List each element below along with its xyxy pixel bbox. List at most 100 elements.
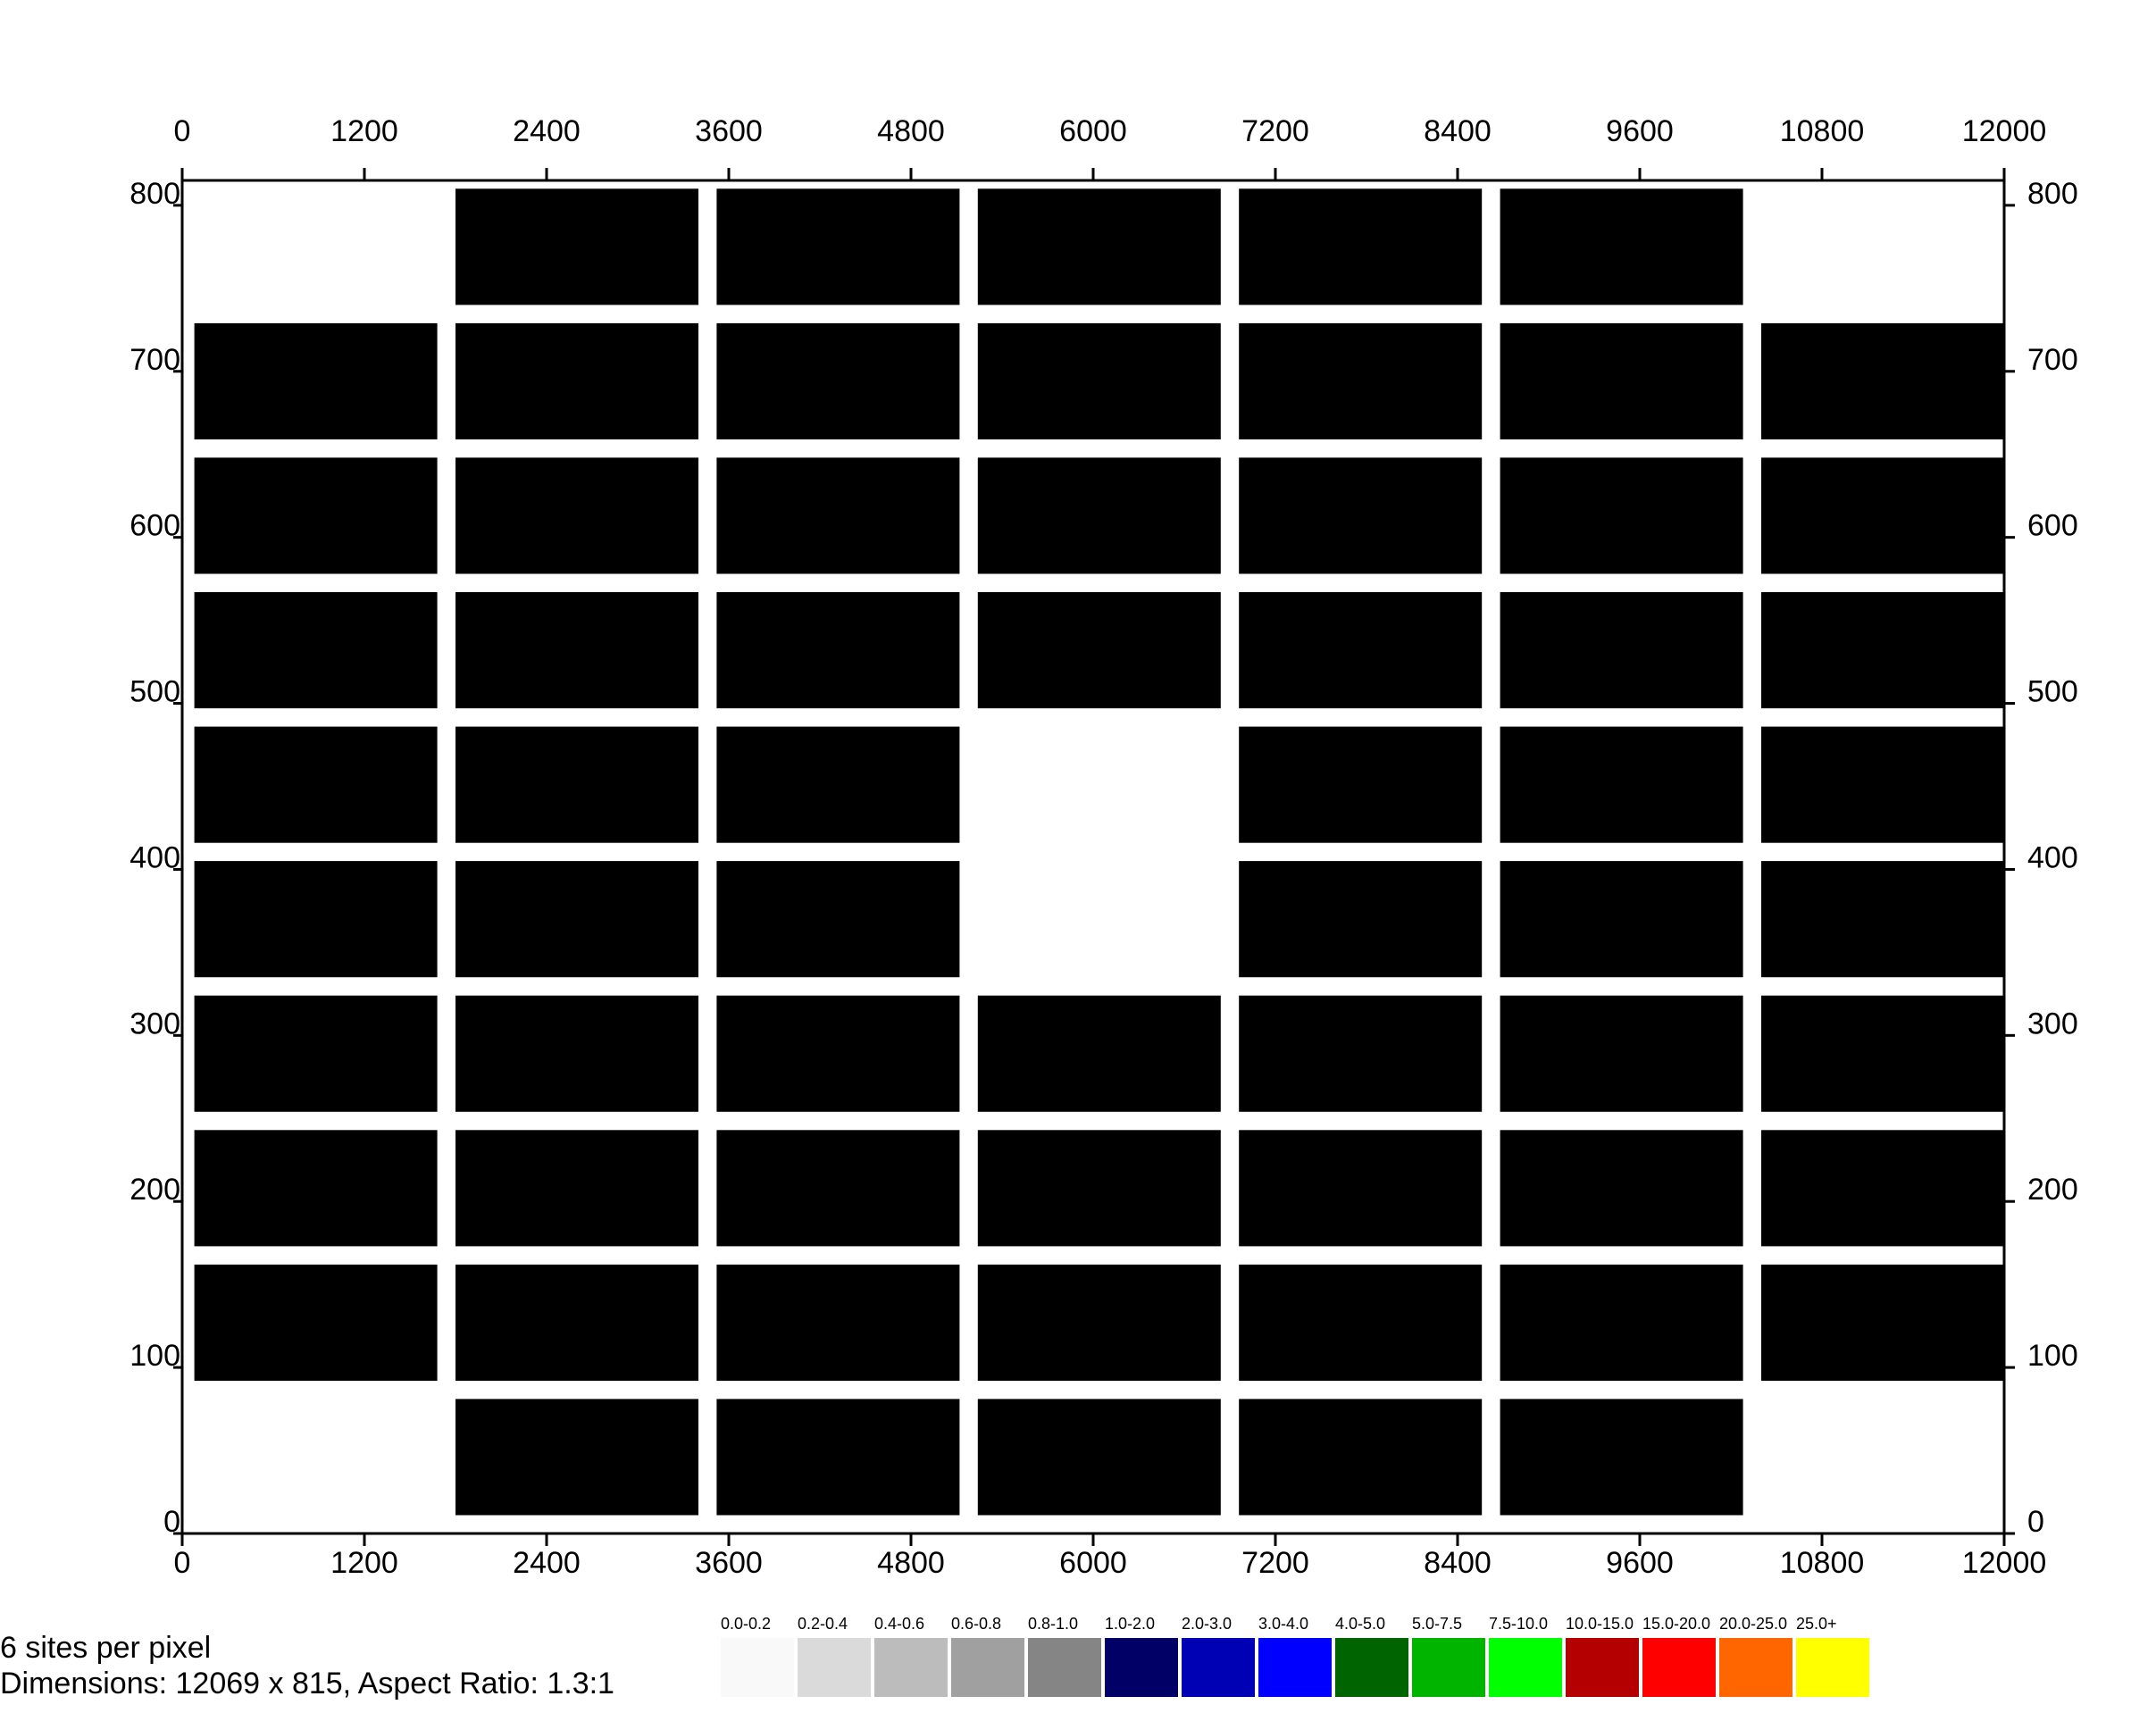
x-tick-label-top: 0: [174, 114, 191, 148]
x-tick-label-bottom: 1200: [330, 1546, 398, 1580]
y-tick-label-right: 400: [2027, 840, 2078, 874]
y-tick-label-right: 600: [2027, 509, 2078, 543]
data-block: [1761, 1264, 2004, 1381]
blocks-layer: [194, 188, 2004, 1516]
data-block: [716, 726, 960, 843]
data-block: [716, 995, 960, 1112]
data-block: [716, 861, 960, 978]
y-tick-label-right: 500: [2027, 675, 2078, 709]
legend-swatch: [1258, 1638, 1332, 1697]
x-tick-label-top: 9600: [1606, 114, 1674, 148]
data-block: [1500, 592, 1743, 709]
data-block: [1239, 995, 1483, 1112]
dimensions-text: Dimensions: 12069 x 815, Aspect Ratio: 1…: [0, 1667, 614, 1700]
y-tick-label-left: 200: [130, 1173, 180, 1207]
footer-info: 6 sites per pixel Dimensions: 12069 x 81…: [0, 1630, 614, 1701]
data-block: [1500, 1399, 1743, 1516]
data-block: [194, 1130, 438, 1247]
legend-label: 0.8-1.0: [1028, 1615, 1079, 1633]
data-block: [194, 592, 438, 709]
y-tick-label-right: 0: [2027, 1505, 2044, 1539]
data-block: [455, 188, 698, 305]
data-block: [716, 322, 960, 439]
sites-per-pixel-text: 6 sites per pixel: [0, 1631, 212, 1665]
data-block: [1761, 726, 2004, 843]
x-tick-label-top: 6000: [1059, 114, 1127, 148]
data-block: [716, 592, 960, 709]
y-tick-label-right: 700: [2027, 343, 2078, 377]
legend-swatch: [721, 1638, 794, 1697]
x-tick-label-bottom: 12000: [1962, 1546, 2047, 1580]
legend-label: 10.0-15.0: [1566, 1615, 1634, 1633]
x-tick-label-bottom: 7200: [1241, 1546, 1309, 1580]
x-tick-label-top: 7200: [1241, 114, 1309, 148]
legend-swatch: [1489, 1638, 1562, 1697]
data-block: [1761, 1130, 2004, 1247]
x-tick-label-bottom: 0: [174, 1546, 191, 1580]
legend-label: 3.0-4.0: [1258, 1615, 1309, 1633]
legend-label: 0.2-0.4: [798, 1615, 848, 1633]
legend-swatch: [1412, 1638, 1485, 1697]
data-block: [977, 1130, 1221, 1247]
data-block: [1500, 1130, 1743, 1247]
data-block: [977, 1264, 1221, 1381]
x-tick-label-bottom: 4800: [877, 1546, 945, 1580]
data-block: [1500, 995, 1743, 1112]
data-block: [455, 1264, 698, 1381]
data-block: [455, 995, 698, 1112]
legend-label: 2.0-3.0: [1182, 1615, 1233, 1633]
data-block: [1761, 457, 2004, 574]
y-tick-label-left: 500: [130, 675, 180, 709]
data-block: [455, 322, 698, 439]
y-tick-label-left: 400: [130, 840, 180, 874]
legend-swatch: [1335, 1638, 1408, 1697]
data-block: [194, 861, 438, 978]
data-block: [455, 861, 698, 978]
legend-label: 0.4-0.6: [874, 1615, 925, 1633]
legend-label: 15.0-20.0: [1642, 1615, 1711, 1633]
data-block: [455, 1399, 698, 1516]
data-block: [1239, 188, 1483, 305]
data-block: [1239, 726, 1483, 843]
data-block: [194, 726, 438, 843]
data-block: [455, 1130, 698, 1247]
x-tick-label-bottom: 10800: [1780, 1546, 1865, 1580]
x-tick-label-top: 4800: [877, 114, 945, 148]
legend-swatch: [1105, 1638, 1178, 1697]
data-block: [1761, 995, 2004, 1112]
legend-label: 0.6-0.8: [951, 1615, 1002, 1633]
x-tick-label-top: 10800: [1780, 114, 1865, 148]
legend-swatch: [1642, 1638, 1716, 1697]
data-block: [1239, 1264, 1483, 1381]
legend-label: 25.0+: [1796, 1615, 1837, 1633]
data-block: [977, 1399, 1221, 1516]
data-block: [716, 1130, 960, 1247]
y-tick-label-left: 0: [163, 1505, 180, 1539]
y-tick-label-right: 200: [2027, 1173, 2078, 1207]
legend-label: 0.0-0.2: [721, 1615, 772, 1633]
data-block: [1239, 1399, 1483, 1516]
data-block: [194, 457, 438, 574]
y-tick-label-right: 100: [2027, 1339, 2078, 1373]
data-block: [1500, 1264, 1743, 1381]
data-block: [1500, 188, 1743, 305]
data-block: [1239, 1130, 1483, 1247]
x-tick-label-top: 3600: [695, 114, 763, 148]
legend-swatch: [951, 1638, 1024, 1697]
data-block: [1761, 861, 2004, 978]
x-tick-label-top: 2400: [513, 114, 581, 148]
x-tick-label-bottom: 9600: [1606, 1546, 1674, 1580]
data-block: [1239, 592, 1483, 709]
data-block: [1239, 322, 1483, 439]
data-block: [455, 726, 698, 843]
x-tick-label-bottom: 6000: [1059, 1546, 1127, 1580]
data-block: [977, 457, 1221, 574]
legend-swatch: [1796, 1638, 1869, 1697]
data-block: [455, 457, 698, 574]
data-block: [194, 995, 438, 1112]
legend-swatch: [1566, 1638, 1639, 1697]
y-tick-label-right: 300: [2027, 1007, 2078, 1040]
data-block: [716, 1264, 960, 1381]
legend-label: 1.0-2.0: [1105, 1615, 1156, 1633]
data-block: [194, 1264, 438, 1381]
